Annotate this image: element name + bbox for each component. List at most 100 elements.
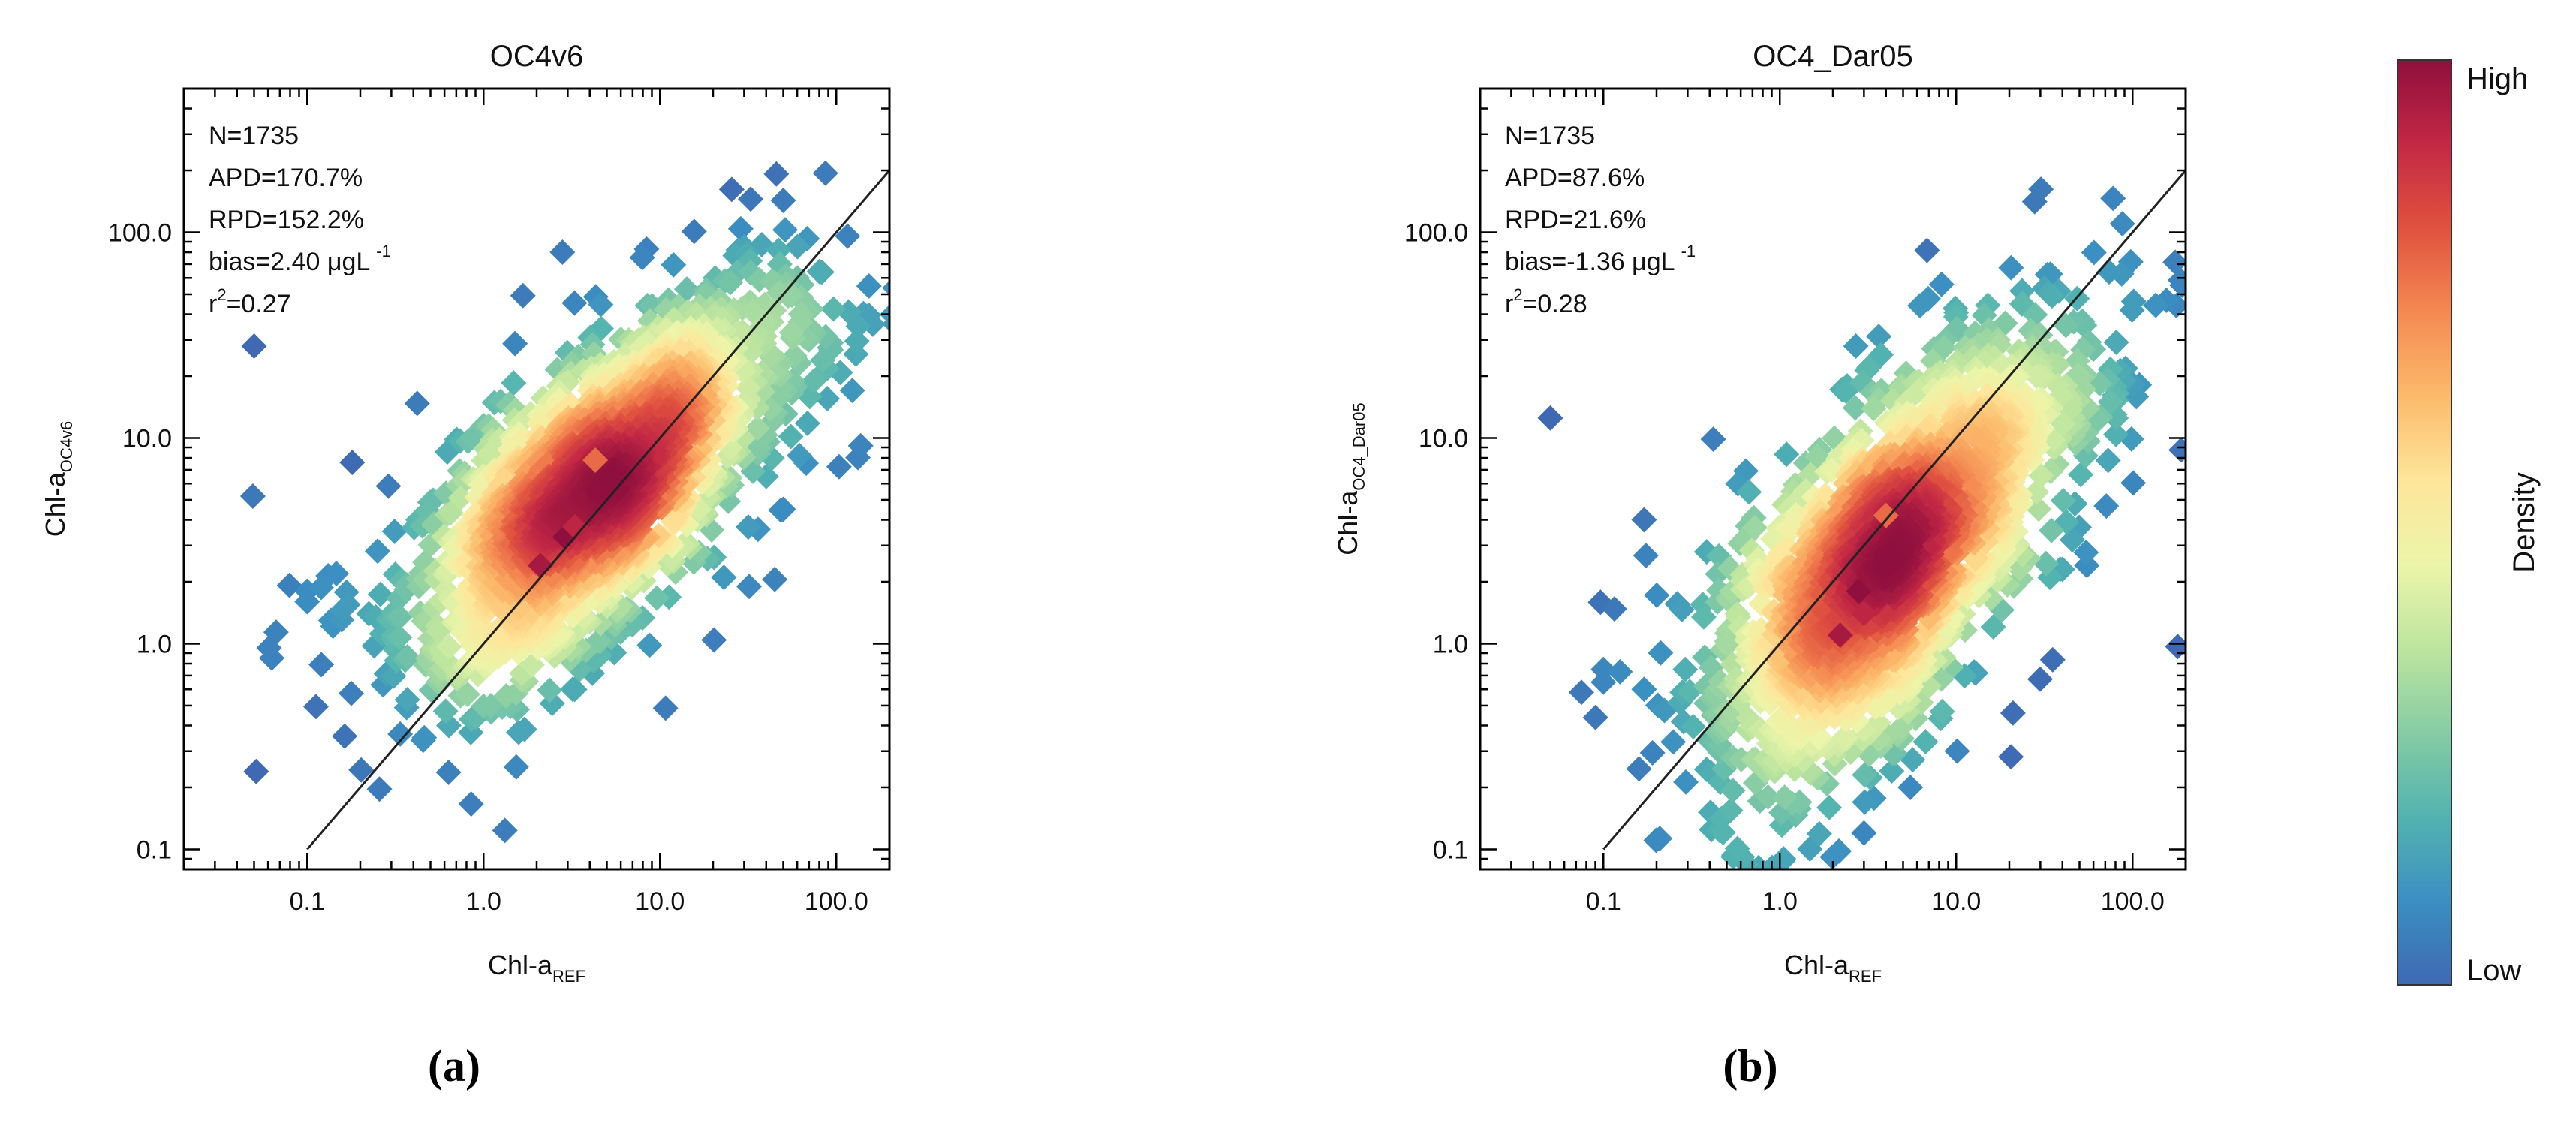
data-point bbox=[381, 519, 408, 545]
data-point bbox=[394, 687, 420, 713]
data-point bbox=[1786, 485, 1813, 511]
data-point bbox=[1631, 676, 1657, 703]
x-axis-label: Chl-aREF bbox=[1784, 950, 1882, 986]
data-point bbox=[2027, 666, 2053, 692]
data-point bbox=[436, 634, 462, 660]
data-point bbox=[1914, 237, 1940, 263]
data-point bbox=[1928, 271, 1955, 297]
data-point bbox=[1690, 604, 1717, 630]
data-point bbox=[308, 652, 335, 678]
stat-n: N=1735 bbox=[209, 122, 299, 150]
data-point bbox=[411, 724, 438, 751]
data-point bbox=[1633, 543, 1659, 569]
data-point bbox=[339, 450, 366, 476]
x-tick-label: 1.0 bbox=[466, 887, 501, 916]
data-point bbox=[559, 676, 585, 703]
data-point bbox=[454, 681, 480, 707]
data-point bbox=[458, 791, 484, 817]
data-point bbox=[435, 759, 462, 785]
data-point bbox=[348, 757, 375, 783]
data-point bbox=[2039, 517, 2065, 543]
data-point bbox=[294, 589, 320, 615]
data-point bbox=[1771, 784, 1798, 811]
stat-rpd: RPD=21.6% bbox=[1505, 206, 1646, 234]
panel-b: OC4_Dar05 0.1 1.0 10.0 100.0 0.1 1.0 10.0 100.… bbox=[1332, 40, 2187, 1091]
data-point bbox=[882, 280, 889, 296]
y-tick-labels: 0.1 1.0 10.0 100.0 bbox=[1404, 219, 1468, 865]
data-point bbox=[1852, 762, 1878, 788]
data-point bbox=[1873, 502, 1899, 528]
density-points bbox=[1537, 176, 2186, 869]
stats-box: N=1735 APD=170.7% RPD=152.2% bias=2.40 μ… bbox=[209, 122, 391, 318]
data-point bbox=[1774, 441, 1800, 468]
colorbar-gradient bbox=[2397, 59, 2452, 986]
data-point bbox=[766, 237, 792, 263]
data-point bbox=[492, 817, 518, 844]
data-point bbox=[1582, 704, 1608, 730]
data-point bbox=[1907, 293, 1934, 319]
data-point bbox=[770, 188, 796, 214]
data-point bbox=[736, 574, 763, 600]
data-point bbox=[561, 290, 588, 316]
data-point bbox=[602, 364, 628, 390]
data-point bbox=[1966, 429, 1992, 455]
y-axis-label: Chl-aOC4_Dar05 bbox=[1332, 402, 1368, 555]
data-point bbox=[826, 453, 852, 480]
stat-r2: r2=0.27 bbox=[209, 285, 291, 318]
x-tick-label: 100.0 bbox=[805, 887, 868, 916]
data-point bbox=[727, 215, 754, 242]
data-point bbox=[2143, 292, 2169, 318]
data-point bbox=[1806, 820, 1832, 847]
data-point bbox=[778, 319, 805, 345]
y-tick-label: 10.0 bbox=[122, 424, 172, 453]
y-tick-label: 0.1 bbox=[1433, 835, 1468, 864]
data-point bbox=[1819, 844, 1846, 869]
density-points bbox=[239, 160, 889, 844]
data-point bbox=[582, 447, 609, 474]
stat-n: N=1735 bbox=[1505, 122, 1595, 150]
data-point bbox=[681, 218, 707, 245]
data-point bbox=[2123, 384, 2150, 410]
data-point bbox=[1680, 713, 1706, 739]
colorbar-title: Density bbox=[2508, 472, 2541, 572]
data-point bbox=[338, 680, 364, 706]
data-point bbox=[588, 291, 614, 318]
x-tick-label: 100.0 bbox=[2101, 887, 2165, 916]
data-point bbox=[735, 514, 761, 540]
data-point bbox=[1644, 582, 1670, 608]
data-point bbox=[404, 390, 430, 417]
data-point bbox=[1827, 622, 1853, 649]
data-point bbox=[856, 273, 882, 300]
data-point bbox=[1590, 669, 1617, 695]
data-point bbox=[794, 410, 820, 436]
one-to-one-line bbox=[1602, 170, 2186, 851]
x-axis-label: Chl-aREF bbox=[488, 950, 585, 986]
data-point bbox=[335, 592, 361, 618]
data-point bbox=[1568, 679, 1594, 706]
data-point bbox=[600, 469, 626, 495]
data-point bbox=[2168, 437, 2186, 463]
data-point bbox=[493, 682, 519, 709]
data-point bbox=[502, 330, 528, 357]
stat-apd: APD=87.6% bbox=[1505, 164, 1645, 192]
data-point bbox=[718, 176, 745, 203]
data-point bbox=[2100, 185, 2126, 212]
data-point bbox=[1673, 769, 1699, 795]
colorbar-high-label: High bbox=[2466, 62, 2528, 95]
data-point bbox=[673, 276, 700, 303]
data-point bbox=[2103, 421, 2129, 447]
chart-title: OC4_Dar05 bbox=[1753, 40, 1912, 73]
axis-ticks bbox=[1479, 87, 2187, 871]
data-point bbox=[387, 625, 413, 651]
y-tick-labels: 0.1 1.0 10.0 100.0 bbox=[108, 219, 172, 865]
data-point bbox=[1601, 596, 1627, 622]
data-point bbox=[844, 328, 870, 354]
data-point bbox=[1626, 756, 1652, 782]
data-point bbox=[1873, 547, 1900, 574]
x-tick-label: 10.0 bbox=[1931, 887, 1981, 916]
data-point bbox=[718, 269, 744, 296]
data-point bbox=[387, 604, 413, 630]
data-point bbox=[1755, 784, 1781, 810]
data-point bbox=[239, 483, 266, 509]
data-point bbox=[1832, 724, 1858, 750]
